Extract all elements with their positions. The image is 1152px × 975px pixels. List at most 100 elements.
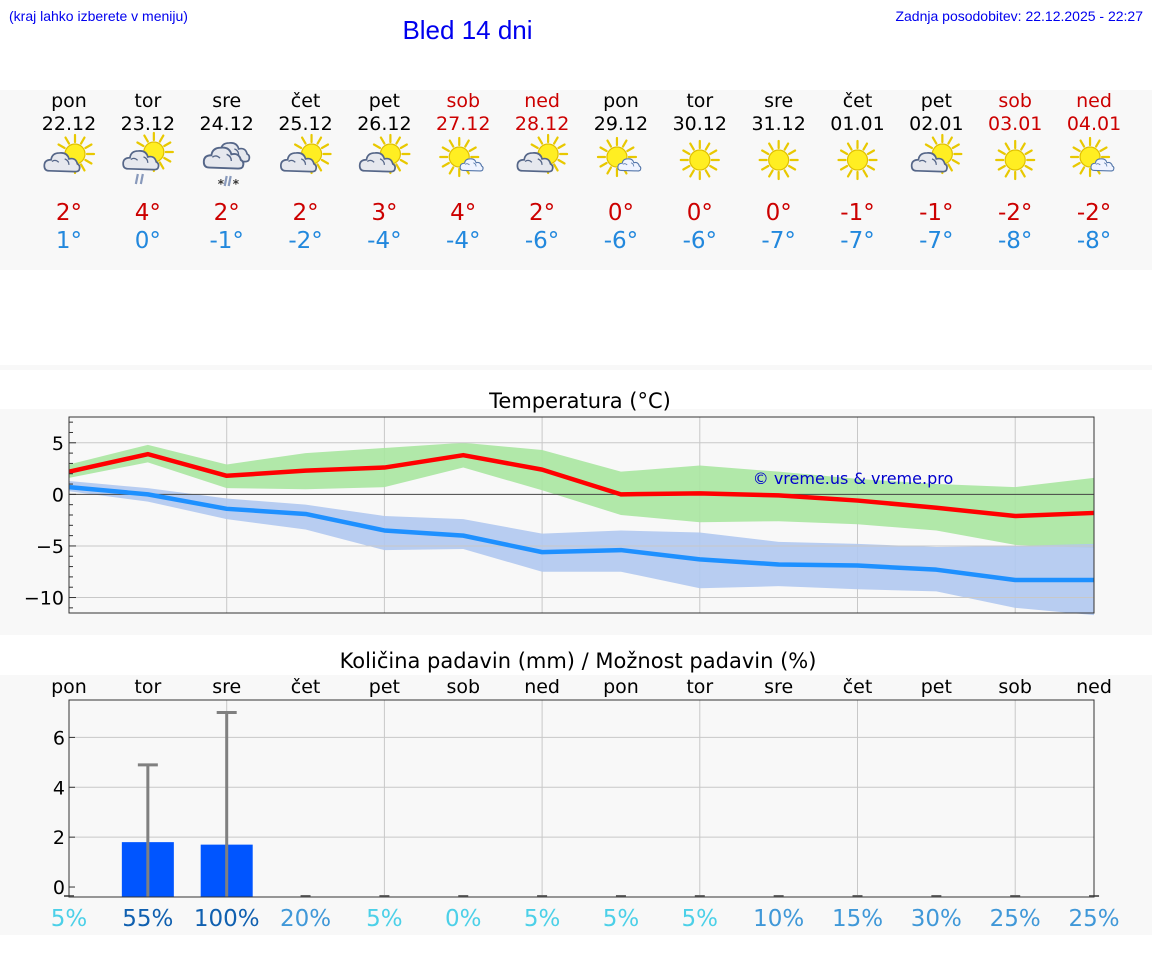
sun-ray xyxy=(320,143,330,150)
cloud-shape xyxy=(459,158,484,172)
cloud-line xyxy=(537,158,543,165)
temp-min: -7° xyxy=(919,228,953,254)
cloud-line xyxy=(622,163,628,166)
precip-probability: 5% xyxy=(682,906,719,932)
y-tick-label: 0 xyxy=(53,877,65,899)
day-name: pon xyxy=(51,90,87,112)
sun-ray xyxy=(682,164,691,171)
sun-ray xyxy=(1072,161,1081,168)
sun-ray xyxy=(846,169,853,178)
rain-drop xyxy=(139,173,144,185)
cloud-line xyxy=(143,156,149,163)
day-date: 24.12 xyxy=(199,113,253,135)
sun-ray xyxy=(57,143,66,150)
sun-ray xyxy=(689,142,695,151)
cloud-outline xyxy=(617,158,642,172)
sunny-icon xyxy=(837,139,878,181)
precip-probability: 30% xyxy=(911,906,962,932)
temp-min: -4° xyxy=(446,228,480,254)
snow-flake: * xyxy=(233,177,240,191)
sun-ray xyxy=(704,169,711,178)
temp-min: 1° xyxy=(56,228,82,254)
temp-min: -1° xyxy=(209,228,243,254)
temp-min: -6° xyxy=(604,228,638,254)
x-category-label: sre xyxy=(764,676,793,698)
cloud-shape xyxy=(279,152,318,173)
y-tick-label: 0 xyxy=(52,484,64,506)
temp-min: 0° xyxy=(135,228,161,254)
sun-ray xyxy=(947,163,953,172)
cloud-line xyxy=(226,153,233,161)
cloud-line xyxy=(1103,162,1108,167)
partly-cloudy-icon xyxy=(910,133,963,175)
sun-ray xyxy=(464,139,470,148)
cloud-outline xyxy=(43,152,81,173)
sun-ray xyxy=(682,149,691,156)
temp-max: 2° xyxy=(292,200,318,226)
sun-ray xyxy=(783,142,790,151)
sun-ray xyxy=(1004,142,1011,151)
y-tick-label: 6 xyxy=(53,727,65,749)
rain-drop xyxy=(223,175,228,187)
day-date: 23.12 xyxy=(121,113,175,135)
sun-ray xyxy=(689,169,695,178)
sun-ray xyxy=(997,149,1006,156)
menu-hint-link[interactable]: (kraj lahko izberete v meniju) xyxy=(9,8,188,24)
mostly-sunny-icon xyxy=(439,136,484,178)
cloud-outline xyxy=(459,158,484,172)
sun-ray xyxy=(448,139,455,148)
sun-ray xyxy=(924,143,934,150)
cloud-line xyxy=(1095,163,1101,166)
precip-probability: 0% xyxy=(445,906,482,932)
sun-ray xyxy=(1020,142,1026,151)
cloud-line xyxy=(130,157,139,161)
sun-ray xyxy=(399,158,408,165)
plot-frame xyxy=(68,699,1095,898)
temp-max: 2° xyxy=(529,200,555,226)
temp-max: 4° xyxy=(450,200,476,226)
temp-min: -2° xyxy=(288,228,322,254)
day-date: 30.12 xyxy=(673,113,727,135)
day-name: pet xyxy=(921,90,952,112)
sun-ray xyxy=(399,143,408,150)
sun-ray xyxy=(1094,139,1101,148)
cloud-line xyxy=(630,162,635,167)
x-category-label: tor xyxy=(134,676,161,698)
sun-ray xyxy=(158,134,165,143)
min-band xyxy=(69,480,1094,616)
precip-probability: 25% xyxy=(990,906,1041,932)
x-category-label: čet xyxy=(843,676,873,698)
sun-ray xyxy=(395,163,401,172)
y-tick-label: 4 xyxy=(53,777,65,799)
precip-probability: 20% xyxy=(280,906,331,932)
cloud-shape xyxy=(202,146,245,170)
sun-ray xyxy=(931,136,938,145)
forecast-panel: pon 22.12 2° 1° tor 23.12 4° 0° sre 24.12 * * 2° -1° č… xyxy=(0,90,1152,270)
rain-drop xyxy=(227,175,232,187)
precip-probability: 25% xyxy=(1068,906,1119,932)
sun-ray xyxy=(626,146,635,153)
temp-max: 2° xyxy=(214,200,240,226)
precip-probability: 5% xyxy=(524,906,561,932)
sun-ray xyxy=(951,158,960,165)
last-update: Zadnja posodobitev: 22.12.2025 - 22:27 xyxy=(895,8,1143,24)
watermark: © vreme.us & vreme.pro xyxy=(753,469,954,488)
sun-ray xyxy=(783,169,790,178)
temp-max: 4° xyxy=(135,200,161,226)
temp-max: -1° xyxy=(840,200,874,226)
snow-flake: * xyxy=(218,177,225,191)
temp-max: -1° xyxy=(919,200,953,226)
temp-max: -2° xyxy=(998,200,1032,226)
day-name: ned xyxy=(524,90,560,112)
x-category-label: sob xyxy=(446,676,480,698)
cloud-outline xyxy=(516,152,554,173)
